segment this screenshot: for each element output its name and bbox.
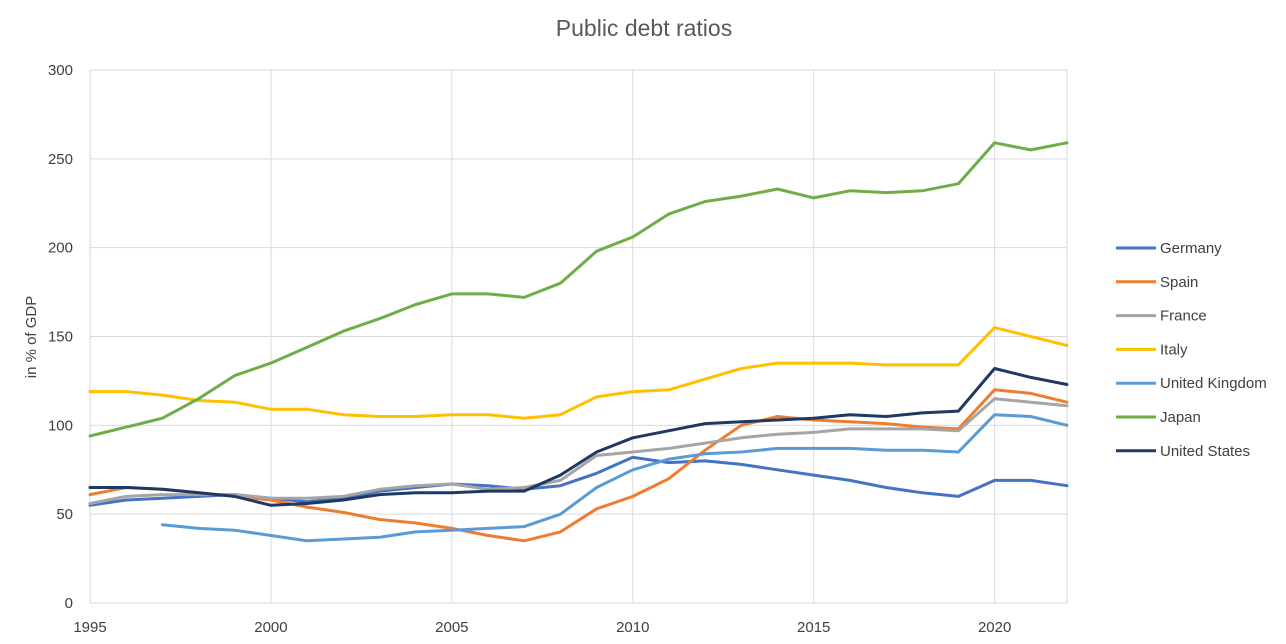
grid-lines	[89, 69, 1068, 604]
series-line-france	[88, 397, 1069, 505]
y-tick-label: 100	[48, 417, 73, 434]
legend-label-spain: Spain	[1160, 274, 1198, 291]
x-tick-label: 2005	[435, 619, 468, 636]
y-tick-label: 0	[65, 595, 73, 612]
legend-label-united-states: United States	[1160, 443, 1250, 460]
x-axis-ticks: 1995 2000 2005 2010 2015 2020	[73, 619, 1011, 636]
legend-label-italy: Italy	[1160, 341, 1188, 358]
y-tick-label: 300	[48, 62, 73, 79]
y-tick-label: 250	[48, 151, 73, 168]
x-tick-label: 2015	[797, 619, 830, 636]
legend: Germany Spain France Italy United Kingdom Jap…	[1116, 240, 1267, 460]
x-tick-label: 2000	[254, 619, 287, 636]
y-tick-label: 200	[48, 240, 73, 257]
y-axis-title: in % of GDP	[23, 296, 40, 379]
legend-label-germany: Germany	[1160, 240, 1222, 257]
x-tick-label: 1995	[73, 619, 106, 636]
legend-label-france: France	[1160, 308, 1207, 325]
series-line-spain	[88, 388, 1069, 543]
y-tick-label: 50	[56, 506, 73, 523]
series-line-united-states	[88, 367, 1069, 507]
legend-label-united-kingdom: United Kingdom	[1160, 375, 1267, 392]
series-line-united-kingdom	[160, 413, 1069, 543]
x-tick-label: 2010	[616, 619, 649, 636]
x-tick-label: 2020	[978, 619, 1011, 636]
series-line-italy	[88, 326, 1069, 420]
legend-label-japan: Japan	[1160, 409, 1201, 426]
series-lines	[88, 141, 1069, 543]
series-line-japan	[88, 141, 1069, 438]
chart-title: Public debt ratios	[556, 15, 732, 41]
y-tick-label: 150	[48, 329, 73, 346]
y-axis-ticks: 0 50 100 150 200 250 300	[48, 62, 73, 612]
